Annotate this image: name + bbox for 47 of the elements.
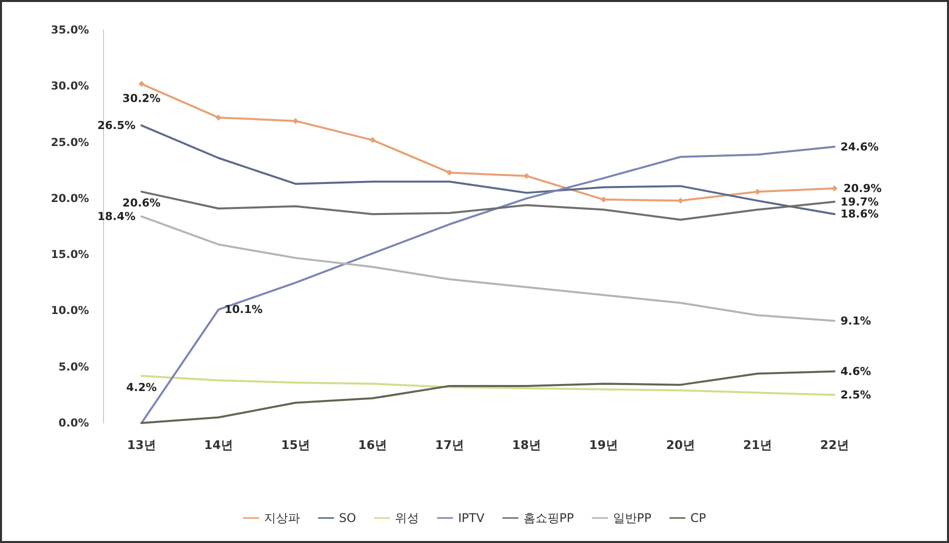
x-tick-label: 19년 — [589, 438, 618, 452]
data-label: 18.4% — [97, 210, 136, 223]
point — [216, 114, 222, 121]
point — [524, 172, 530, 179]
point — [370, 137, 376, 144]
y-tick-label: 20.0% — [50, 192, 89, 205]
point — [678, 198, 684, 204]
x-tick-label: 18년 — [512, 438, 541, 452]
data-label: 4.6% — [840, 364, 872, 378]
point — [292, 118, 298, 124]
x-tick-label: 13년 — [127, 438, 156, 452]
data-label: 20.6% — [122, 196, 161, 210]
data-label: 10.1% — [224, 303, 263, 316]
legend-label: CP — [690, 511, 706, 525]
legend-label: 일반PP — [612, 511, 652, 525]
point — [754, 188, 760, 195]
point — [138, 80, 144, 87]
data-label: 20.9% — [844, 182, 882, 195]
x-tick-label: 17년 — [435, 438, 464, 452]
y-tick-label: 5.0% — [58, 360, 89, 374]
y-tick-label: 35.0% — [50, 24, 89, 36]
point — [446, 170, 452, 176]
y-tick-label: 25.0% — [50, 136, 89, 149]
x-tick-label: 15년 — [281, 438, 310, 452]
legend-label: IPTV — [458, 511, 486, 525]
x-tick-label: 14년 — [204, 438, 233, 452]
y-tick-label: 0.0% — [58, 416, 89, 430]
data-label: 30.2% — [122, 92, 161, 105]
legend-label: SO — [339, 511, 356, 525]
x-tick-label: 20년 — [666, 438, 695, 452]
data-label: 4.2% — [126, 380, 157, 394]
y-tick-label: 15.0% — [50, 248, 89, 262]
data-label: 24.6% — [840, 140, 879, 154]
data-label: 26.5% — [97, 118, 136, 132]
line-series — [140, 215, 836, 322]
x-tick-label: 21년 — [743, 438, 772, 452]
data-label: 19.7% — [840, 195, 879, 208]
y-tick-label: 10.0% — [50, 304, 89, 318]
legend-label: 홈쇼핑PP — [523, 511, 574, 525]
x-tick-label: 16년 — [358, 438, 387, 452]
legend-label: 위성 — [395, 511, 420, 525]
data-label: 18.6% — [840, 208, 879, 221]
data-label: 2.5% — [840, 388, 872, 402]
data-label: 9.1% — [840, 314, 872, 328]
y-tick-label: 30.0% — [50, 80, 89, 93]
legend-label: 지상파 — [264, 511, 300, 525]
x-tick-label: 22년 — [820, 438, 849, 452]
